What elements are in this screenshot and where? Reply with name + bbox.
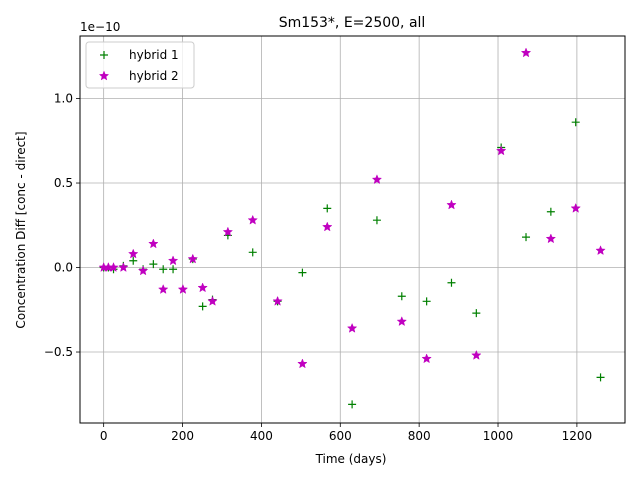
- chart-title: Sm153*, E=2500, all: [279, 15, 426, 31]
- data-point: [471, 349, 482, 360]
- data-point: [108, 262, 119, 272]
- data-point: [595, 245, 606, 256]
- data-point: [570, 202, 581, 213]
- data-point: [247, 214, 258, 225]
- legend-marker: [100, 51, 108, 59]
- data-point: [118, 262, 129, 272]
- legend-box: [85, 41, 195, 89]
- data-point: [177, 284, 189, 294]
- x-tick-label: 1000: [483, 429, 514, 443]
- y-tick-label: 0.5: [54, 176, 73, 190]
- data-point: [159, 265, 168, 274]
- data-point: [346, 322, 358, 333]
- data-point: [198, 302, 207, 311]
- axis-ticks: 0 200 400 600 800 1000 1200 −0.5 0.0 0.5 1.0: [44, 92, 592, 443]
- axes-frame: [79, 35, 626, 424]
- data-point: [545, 233, 557, 244]
- data-point: [495, 145, 507, 156]
- y-tick-label: 0.0: [54, 261, 73, 275]
- data-point: [522, 233, 531, 242]
- legend-marker-hybrid-1: [100, 51, 108, 59]
- y-scale-label: 1e−10: [80, 20, 120, 34]
- data-point: [371, 174, 383, 185]
- data-point: [272, 295, 283, 306]
- data-markers: [98, 47, 606, 409]
- legend-marker-hybrid-2: [98, 70, 110, 81]
- legend-marker: [98, 70, 110, 81]
- data-point: [157, 284, 169, 294]
- data-point: [447, 278, 456, 287]
- x-tick-label: 1200: [562, 429, 593, 443]
- x-tick-label: 600: [329, 429, 352, 443]
- y-tick-label: −0.5: [44, 345, 73, 359]
- data-point: [137, 265, 149, 276]
- legend-label-hybrid-1: hybrid 1: [129, 48, 179, 62]
- legend: hybrid 1 hybrid 2: [85, 41, 195, 89]
- data-point: [322, 221, 333, 232]
- data-point: [298, 268, 307, 277]
- data-point: [207, 295, 218, 306]
- data-point: [421, 353, 432, 364]
- data-point: [128, 248, 139, 259]
- data-point: [546, 207, 555, 216]
- x-axis-label: Time (days): [315, 452, 387, 466]
- data-point: [129, 256, 138, 265]
- data-point: [397, 292, 406, 301]
- data-point: [197, 282, 208, 293]
- data-point: [248, 248, 257, 257]
- data-point: [323, 204, 332, 213]
- data-point: [167, 255, 179, 266]
- data-point: [149, 260, 158, 269]
- y-tick-label: 1.0: [54, 92, 73, 106]
- data-point: [222, 226, 234, 237]
- data-point: [372, 216, 381, 225]
- data-point: [472, 309, 481, 318]
- legend-label-hybrid-2: hybrid 2: [129, 69, 179, 83]
- data-point: [446, 199, 457, 210]
- data-point: [148, 238, 159, 249]
- data-point: [571, 118, 580, 127]
- grid-lines: [80, 36, 625, 423]
- data-point: [422, 297, 431, 306]
- data-point: [187, 253, 198, 264]
- data-point: [169, 265, 178, 274]
- x-tick-label: 200: [171, 429, 194, 443]
- x-tick-label: 800: [408, 429, 431, 443]
- data-point: [396, 316, 408, 327]
- x-tick-label: 400: [250, 429, 273, 443]
- x-tick-label: 0: [100, 429, 108, 443]
- data-point: [348, 400, 357, 409]
- data-point: [596, 373, 605, 382]
- y-axis-label: Concentration Diff [conc - direct]: [14, 131, 28, 328]
- data-point: [520, 47, 532, 58]
- data-point: [297, 358, 308, 369]
